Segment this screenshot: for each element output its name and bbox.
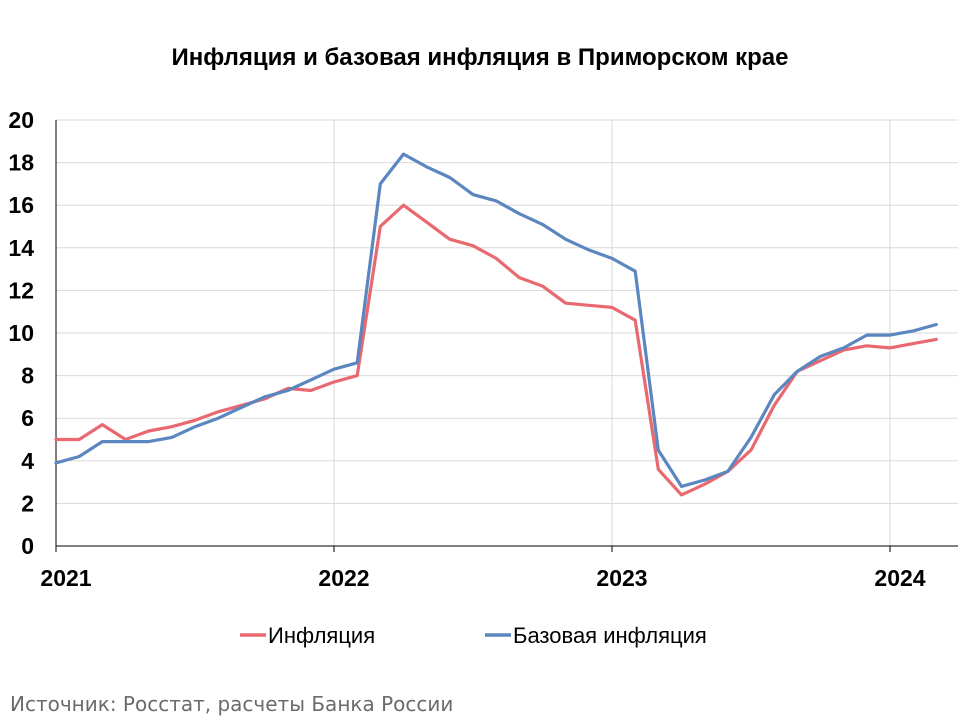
y-tick-labels: 0 2 4 6 8 10 12 14 16 18 20 bbox=[8, 107, 34, 559]
y-tick-label: 18 bbox=[8, 150, 34, 176]
x-tick-label: 2022 bbox=[318, 565, 369, 591]
source-note: Источник: Росстат, расчеты Банка России bbox=[10, 692, 454, 716]
y-tick-label: 2 bbox=[21, 490, 34, 516]
axes bbox=[55, 120, 958, 552]
y-tick-label: 6 bbox=[21, 405, 34, 431]
chart-title: Инфляция и базовая инфляция в Приморском… bbox=[171, 44, 789, 71]
y-tick-label: 4 bbox=[21, 448, 34, 474]
series-line-1 bbox=[54, 203, 938, 497]
series-line-2 bbox=[54, 152, 938, 488]
legend-label-1: Инфляция bbox=[268, 623, 375, 648]
legend-label-2: Базовая инфляция bbox=[513, 623, 707, 648]
x-tick-label: 2023 bbox=[596, 565, 647, 591]
y-tick-label: 0 bbox=[21, 533, 34, 559]
legend: Инфляция Базовая инфляция bbox=[240, 623, 707, 648]
gridlines bbox=[56, 119, 958, 546]
x-tick-label: 2021 bbox=[40, 565, 91, 591]
y-tick-label: 12 bbox=[8, 277, 34, 303]
y-tick-label: 14 bbox=[8, 235, 34, 261]
x-tick-labels: 2021 2022 2023 2024 bbox=[40, 565, 925, 591]
x-tick-label: 2024 bbox=[874, 565, 925, 591]
y-tick-label: 8 bbox=[21, 363, 34, 389]
y-tick-label: 10 bbox=[8, 320, 34, 346]
y-tick-label: 20 bbox=[8, 107, 34, 133]
series-lines bbox=[54, 152, 938, 497]
y-tick-label: 16 bbox=[8, 192, 34, 218]
